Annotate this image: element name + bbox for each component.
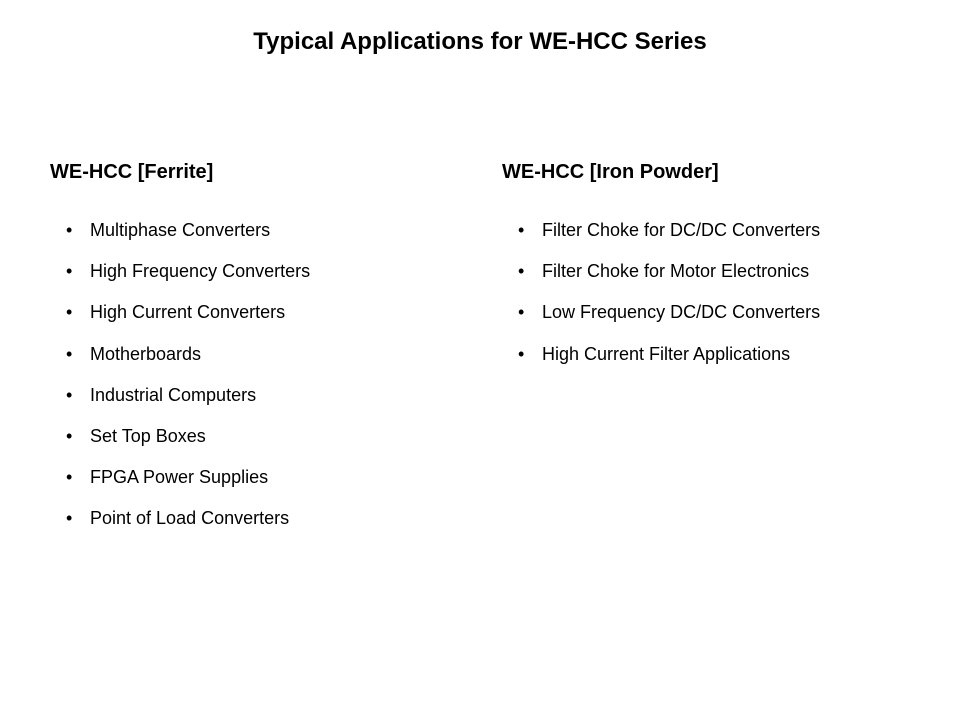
left-list: Multiphase Converters High Frequency Con… xyxy=(50,218,478,532)
list-item: Low Frequency DC/DC Converters xyxy=(518,300,930,325)
left-column: WE-HCC [Ferrite] Multiphase Converters H… xyxy=(50,161,498,548)
list-item: Set Top Boxes xyxy=(66,424,478,449)
list-item: Filter Choke for Motor Electronics xyxy=(518,259,930,284)
right-column: WE-HCC [Iron Powder] Filter Choke for DC… xyxy=(498,161,930,548)
right-column-heading: WE-HCC [Iron Powder] xyxy=(502,161,930,184)
list-item: High Current Filter Applications xyxy=(518,342,930,367)
list-item: High Frequency Converters xyxy=(66,259,478,284)
list-item: Multiphase Converters xyxy=(66,218,478,243)
list-item: Motherboards xyxy=(66,342,478,367)
right-list: Filter Choke for DC/DC Converters Filter… xyxy=(502,218,930,367)
left-column-heading: WE-HCC [Ferrite] xyxy=(50,161,478,184)
list-item: Industrial Computers xyxy=(66,383,478,408)
page-title: Typical Applications for WE-HCC Series xyxy=(0,0,960,56)
list-item: FPGA Power Supplies xyxy=(66,465,478,490)
list-item: High Current Converters xyxy=(66,300,478,325)
list-item: Filter Choke for DC/DC Converters xyxy=(518,218,930,243)
list-item: Point of Load Converters xyxy=(66,506,478,531)
content-container: WE-HCC [Ferrite] Multiphase Converters H… xyxy=(0,56,960,548)
